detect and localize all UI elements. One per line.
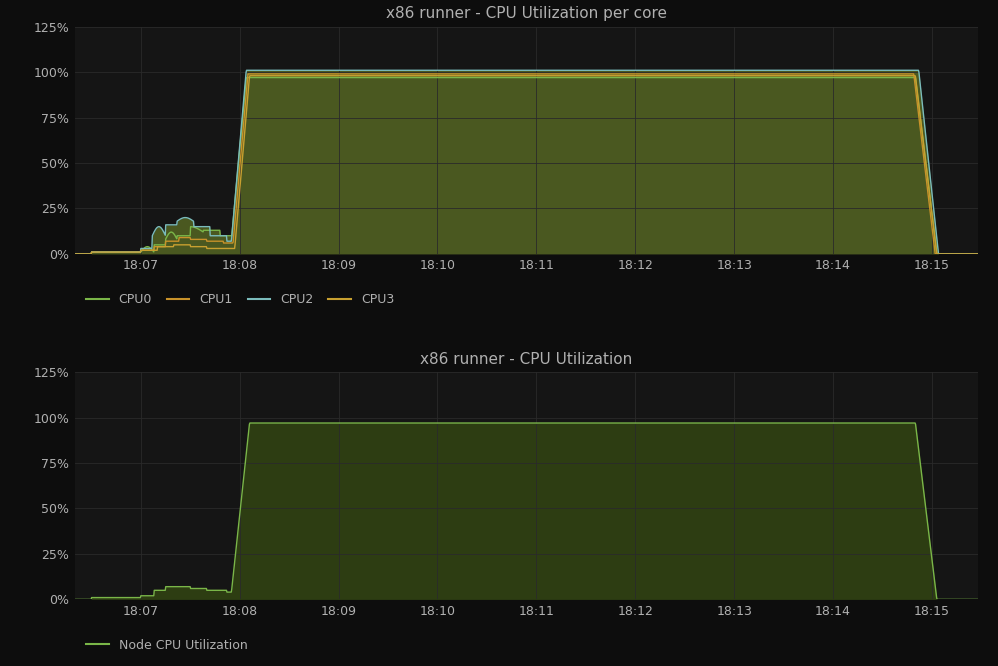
Title: x86 runner - CPU Utilization per core: x86 runner - CPU Utilization per core: [386, 6, 667, 21]
Title: x86 runner - CPU Utilization: x86 runner - CPU Utilization: [420, 352, 633, 367]
Legend: Node CPU Utilization: Node CPU Utilization: [81, 634, 252, 657]
Legend: CPU0, CPU1, CPU2, CPU3: CPU0, CPU1, CPU2, CPU3: [81, 288, 399, 311]
